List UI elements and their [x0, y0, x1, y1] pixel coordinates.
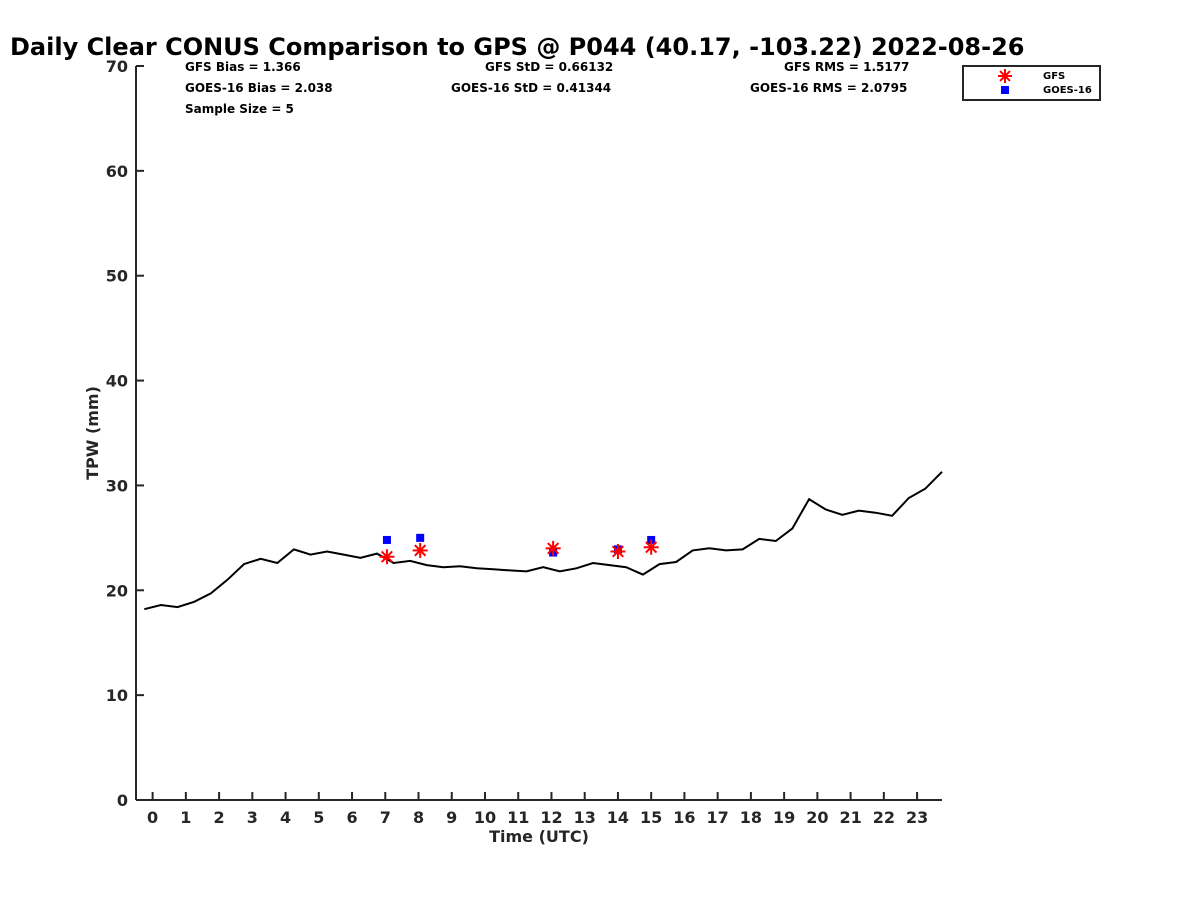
x-tick-label: 21: [839, 808, 861, 827]
x-tick-label: 19: [773, 808, 795, 827]
x-tick-label: 13: [574, 808, 596, 827]
x-tick-label: 8: [413, 808, 424, 827]
y-tick-label: 20: [106, 581, 128, 600]
legend-gfs-marker: [998, 69, 1012, 83]
sample-size-label: Sample Size = 5: [185, 102, 294, 116]
goes-bias-label: GOES-16 Bias = 2.038: [185, 81, 333, 95]
x-tick-label: 23: [906, 808, 928, 827]
x-tick-label: 2: [214, 808, 225, 827]
y-axis-label: TPW (mm): [83, 386, 102, 480]
x-tick-label: 1: [180, 808, 191, 827]
legend-goes-label: GOES-16: [1043, 85, 1092, 96]
x-tick-label: 18: [740, 808, 762, 827]
x-tick-label: 5: [313, 808, 324, 827]
goes-rms-label: GOES-16 RMS = 2.0795: [750, 81, 907, 95]
y-tick-label: 40: [106, 372, 128, 391]
x-tick-label: 12: [540, 808, 562, 827]
y-tick-label: 50: [106, 267, 128, 286]
goes-point: [416, 533, 425, 542]
legend-gfs-asterisk: [998, 69, 1012, 83]
gfs-point: [643, 539, 659, 555]
legend-box: [962, 65, 1101, 101]
x-tick-label: 4: [280, 808, 291, 827]
x-tick-label: 11: [507, 808, 529, 827]
gfs-point: [379, 549, 395, 565]
goes-std-label: GOES-16 StD = 0.41344: [451, 81, 611, 95]
gfs-bias-label: GFS Bias = 1.366: [185, 60, 301, 74]
x-tick-label: 14: [607, 808, 629, 827]
chart-title: Daily Clear CONUS Comparison to GPS @ P0…: [10, 33, 1024, 61]
gfs-point: [610, 543, 626, 559]
y-tick-label: 10: [106, 686, 128, 705]
gps-tpw-line: [144, 471, 943, 611]
x-tick-label: 3: [247, 808, 258, 827]
y-tick-label: 30: [106, 476, 128, 495]
x-tick-label: 10: [474, 808, 496, 827]
x-tick-label: 0: [147, 808, 158, 827]
y-tick-label: 60: [106, 162, 128, 181]
x-tick-label: 7: [380, 808, 391, 827]
y-ticks: 0 10 20 30 40 50 60 70: [106, 57, 144, 810]
x-tick-label: 9: [446, 808, 457, 827]
goes-point: [382, 535, 391, 544]
x-tick-label: 16: [673, 808, 695, 827]
x-tick-label: 17: [707, 808, 729, 827]
x-tick-label: 6: [346, 808, 357, 827]
x-ticks: 0 1 2 3 4 5 6 7 8 9 10 11 12 13 14 15 16 17 18 19 20 21 22 23: [147, 792, 928, 827]
legend-goes-marker: [1001, 86, 1009, 94]
y-tick-label: 70: [106, 57, 128, 76]
gfs-point: [545, 540, 561, 556]
legend-gfs-label: GFS: [1043, 71, 1065, 82]
x-tick-label: 15: [640, 808, 662, 827]
x-tick-label: 22: [873, 808, 895, 827]
y-tick-label: 0: [117, 791, 128, 810]
gfs-rms-label: GFS RMS = 1.5177: [784, 60, 909, 74]
series-layer: [144, 471, 943, 611]
gfs-point: [412, 542, 428, 558]
x-tick-label: 20: [806, 808, 828, 827]
x-axis-label: Time (UTC): [489, 827, 589, 846]
gfs-std-label: GFS StD = 0.66132: [485, 60, 613, 74]
legend: GFS GOES-16: [962, 65, 1101, 101]
